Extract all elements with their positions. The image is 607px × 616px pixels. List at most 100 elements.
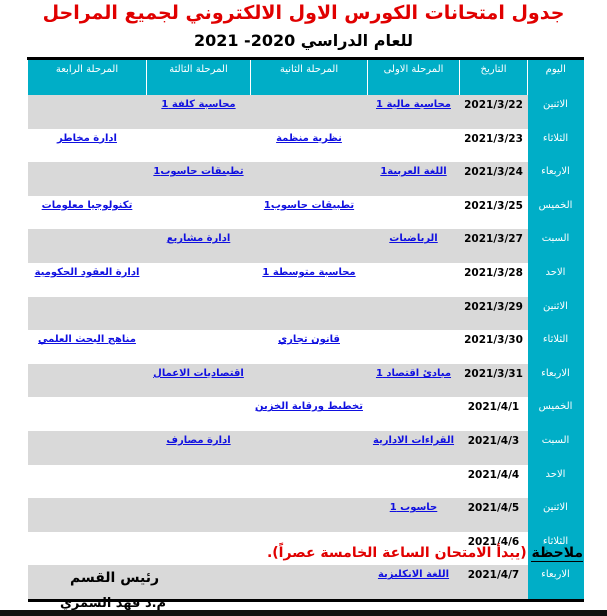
table-row: الخميس 2021/3/25 تطبيقات حاسوب1 تكنولوجيا م… bbox=[28, 195, 584, 230]
table-row: الاثنين 2021/3/29 bbox=[27, 296, 584, 331]
subject-link[interactable]: ادارة مصارف bbox=[166, 434, 231, 446]
subject-link[interactable]: تكنولوجيا معلومات bbox=[41, 199, 133, 211]
stage-2-cell bbox=[250, 498, 368, 532]
day-cell: السبت bbox=[527, 430, 584, 465]
stage-1-cell: اللغة العربية1 bbox=[367, 162, 460, 196]
table-row: الثلاثاء 2021/4/6 bbox=[28, 531, 584, 566]
day-cell: الاثنين bbox=[527, 95, 584, 129]
stage-4-cell bbox=[27, 95, 147, 129]
subject-link[interactable]: القراءات الادارية bbox=[372, 434, 455, 446]
day-cell: الاربعاء bbox=[527, 162, 584, 196]
subject-link[interactable]: اللغة الانكليزية bbox=[377, 569, 450, 581]
stage-1-cell: محاسبة مالية 1 bbox=[367, 95, 460, 129]
date-cell: 2021/3/30 bbox=[464, 334, 523, 347]
table-row: السبت 2021/3/27 الرياضيات ادارة مشاريع bbox=[27, 229, 584, 263]
signature-name: م.د فهد الشمري bbox=[60, 596, 167, 611]
stage-3-cell bbox=[147, 196, 251, 230]
date-cell: 2021/3/23 bbox=[464, 132, 523, 145]
stage-2-cell bbox=[251, 465, 368, 499]
subject-link[interactable]: اقتصاديات الاعمال bbox=[153, 367, 244, 379]
stage-2-cell bbox=[250, 95, 368, 129]
date-cell: 2021/4/3 bbox=[459, 430, 528, 465]
stage-2-cell: نظرية منظمة bbox=[251, 129, 368, 163]
day-cell: الاربعاء bbox=[527, 363, 584, 398]
subject-link[interactable]: مناهج البحث العلمي bbox=[38, 334, 136, 346]
stage-1-cell bbox=[368, 397, 460, 431]
stage-4-cell bbox=[28, 465, 147, 499]
stage-1-cell bbox=[368, 465, 460, 499]
subject-link[interactable]: الرياضيات bbox=[389, 233, 438, 245]
stage-4-cell bbox=[27, 430, 147, 465]
stage-3-cell: ادارة مصارف bbox=[146, 430, 251, 465]
subject-link[interactable]: تخطيط ورقابة الخزين bbox=[255, 401, 363, 413]
stage-3-cell bbox=[147, 465, 251, 499]
header-stage-3: المرحلة الثالثة bbox=[146, 58, 251, 95]
stage-4-cell bbox=[27, 296, 147, 331]
stage-2-cell bbox=[250, 162, 368, 196]
stage-3-cell bbox=[146, 565, 251, 601]
table-row: الثلاثاء 2021/3/30 قانون تجاري مناهج البحث … bbox=[28, 330, 584, 364]
date-cell: 2021/4/4 bbox=[467, 468, 520, 481]
stage-1-cell: الرياضيات bbox=[367, 229, 460, 263]
subject-link[interactable]: محاسبة كلفة 1 bbox=[161, 99, 236, 110]
exam-schedule-table: اليوم التاريخ المرحلة الاولى المرحلة الث… bbox=[27, 57, 584, 602]
table-row: الثلاثاء 2021/3/23 نظرية منظمة ادارة مخاطر bbox=[28, 128, 584, 163]
day-cell: الاثنين bbox=[527, 498, 584, 532]
stage-4-cell: مناهج البحث العلمي bbox=[28, 330, 147, 364]
subject-link[interactable]: تطبيقات حاسوب1 bbox=[263, 199, 355, 211]
subject-link[interactable]: حاسوب 1 bbox=[389, 502, 438, 514]
subject-link[interactable]: قانون تجاري bbox=[278, 334, 340, 346]
stage-1-cell bbox=[367, 296, 460, 331]
stage-4-cell bbox=[27, 162, 147, 196]
stage-3-cell bbox=[146, 296, 251, 331]
table-row: الاربعاء 2021/4/7 اللغة الانكليزية bbox=[27, 565, 584, 601]
day-cell: السبت bbox=[527, 229, 584, 263]
subject-link[interactable]: اللغة العربية1 bbox=[380, 166, 447, 178]
date-cell: 2021/4/5 bbox=[459, 498, 528, 532]
date-cell: 2021/4/6 bbox=[467, 535, 520, 548]
stage-1-cell bbox=[368, 196, 460, 230]
stage-3-cell bbox=[147, 129, 251, 163]
subject-link[interactable]: ادارة العقود الحكومية bbox=[34, 266, 140, 278]
day-cell: الثلاثاء bbox=[527, 531, 584, 566]
subject-link[interactable]: نظرية منظمة bbox=[276, 132, 342, 144]
day-cell: الاثنين bbox=[527, 296, 584, 331]
date-cell: 2021/3/22 bbox=[459, 95, 528, 129]
stage-1-cell: القراءات الادارية bbox=[367, 430, 460, 465]
header-day: اليوم bbox=[527, 58, 584, 95]
subject-link[interactable]: ادارة مشاريع bbox=[166, 233, 231, 245]
subject-link[interactable]: ادارة مخاطر bbox=[57, 132, 117, 144]
stage-2-cell bbox=[250, 363, 368, 398]
header-stage-4: المرحلة الرابعة bbox=[27, 58, 147, 95]
stage-3-cell: محاسبة كلفة 1 bbox=[146, 95, 251, 129]
subject-link[interactable]: محاسبة مالية 1 bbox=[376, 99, 451, 110]
day-cell: الخميس bbox=[527, 195, 584, 230]
table-row: الاحد 2021/4/4 bbox=[28, 464, 584, 499]
table-row: الاحد 2021/3/28 محاسبة متوسطة 1 ادارة العقو… bbox=[28, 262, 584, 297]
stage-4-cell bbox=[28, 397, 147, 431]
date-cell: 2021/3/27 bbox=[459, 229, 528, 263]
stage-3-cell: اقتصاديات الاعمال bbox=[146, 363, 251, 398]
date-cell: 2021/3/28 bbox=[464, 266, 523, 279]
stage-3-cell bbox=[147, 263, 251, 297]
date-cell: 2021/4/7 bbox=[459, 565, 528, 601]
subject-link[interactable]: تطبيقات حاسوب1 bbox=[153, 166, 244, 178]
stage-4-cell bbox=[27, 229, 147, 263]
stage-1-cell: اللغة الانكليزية bbox=[367, 565, 460, 601]
table-row: الاثنين 2021/3/22 محاسبة مالية 1 محاسبة كلف… bbox=[27, 95, 584, 129]
stage-4-cell bbox=[27, 565, 147, 601]
subject-link[interactable]: مبادئ اقتصاد 1 bbox=[375, 367, 452, 379]
date-cell: 2021/3/31 bbox=[459, 363, 528, 398]
table-row: السبت 2021/4/3 القراءات الادارية ادارة مصار… bbox=[27, 430, 584, 465]
page-title: جدول امتحانات الكورس الاول الالكتروني لج… bbox=[42, 2, 565, 24]
table-row: الاربعاء 2021/3/24 اللغة العربية1 تطبيقات ح… bbox=[27, 162, 584, 196]
table-row: الاربعاء 2021/3/31 مبادئ اقتصاد 1 اقتصاديات… bbox=[27, 363, 584, 398]
stage-1-cell bbox=[368, 330, 460, 364]
date-cell: 2021/3/29 bbox=[459, 296, 528, 331]
stage-4-cell: ادارة العقود الحكومية bbox=[28, 263, 147, 297]
table-row: الاثنين 2021/4/5 حاسوب 1 bbox=[27, 498, 584, 532]
stage-4-cell bbox=[28, 532, 147, 566]
note-text: (يبدأ الامتحان الساعة الخامسة عصراً). bbox=[266, 545, 532, 561]
note-label: ملاحظة bbox=[531, 545, 583, 562]
subject-link[interactable]: محاسبة متوسطة 1 bbox=[262, 266, 356, 278]
